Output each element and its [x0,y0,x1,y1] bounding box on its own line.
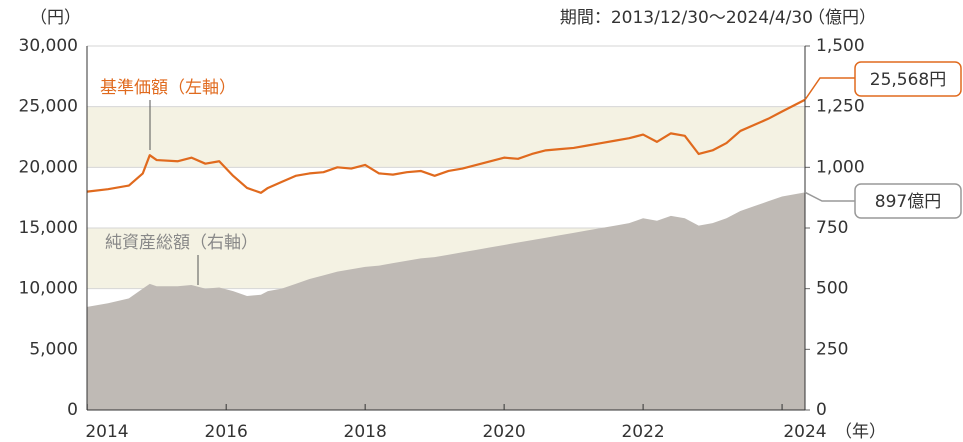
y2-tick-label: 750 [816,218,848,238]
y-tick-label: 0 [67,400,78,420]
end-label-box [854,61,962,97]
period: 期間：2013/12/30～2024/4/30 [560,8,813,28]
y2-tick-label: 250 [816,339,848,359]
x-tick-label: 2014 [85,422,128,442]
x-tick-label: 2020 [482,422,525,442]
y-tick-label: 15,000 [19,218,78,238]
y2-tick-label: 1,250 [816,97,865,117]
end-label: 25,568円 [870,70,946,90]
line [87,98,806,194]
leader [804,191,855,202]
y2-tick-label: 0 [816,400,827,420]
x-tick-label: 2016 [205,422,248,442]
y2-tick-label: 1,000 [816,157,865,177]
x-tick-label: 2024 [783,422,826,442]
y2-tick-label: 1,500 [816,36,865,56]
left-unit: （円） [30,8,81,28]
y-tick-label: 20,000 [19,157,78,177]
y-tick-label: 5,000 [29,339,78,359]
leader [804,77,855,101]
x-unit: （年） [835,422,886,442]
right-unit: （億円） [808,8,876,28]
y-tick-label: 10,000 [19,279,78,299]
series-label: 純資産総額（右軸） [105,233,258,253]
y-tick-label: 25,000 [19,97,78,117]
y2-tick-label: 500 [816,279,848,299]
end-label: 897億円 [875,192,941,212]
y-tick-label: 30,000 [19,36,78,56]
area [87,192,806,410]
end-label-box [854,183,962,219]
series-label: 基準価額（左軸） [100,78,236,98]
x-tick-label: 2018 [344,422,387,442]
x-tick-label: 2022 [621,422,664,442]
